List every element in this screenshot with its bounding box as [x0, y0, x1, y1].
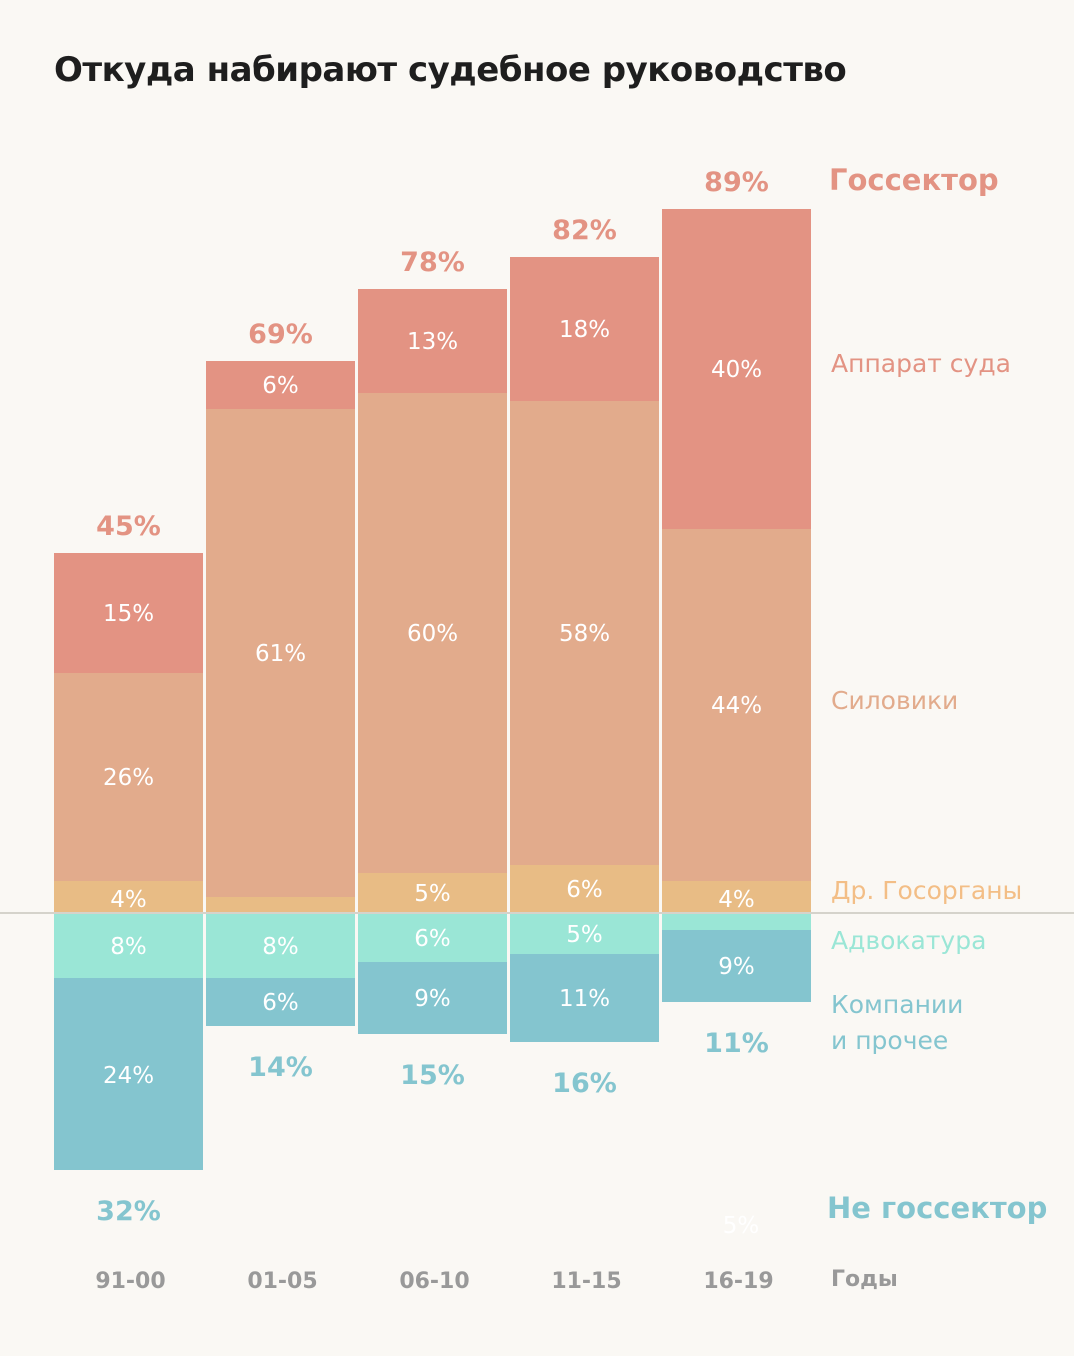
segment-label-siloviki: 58% — [559, 621, 610, 647]
bar-segment-kompanii — [54, 978, 203, 1170]
segment-label-kompanii: 6% — [262, 990, 299, 1016]
bar-segment-advokatura — [510, 914, 659, 954]
legend-gosorgany: Др. Госорганы — [831, 876, 1022, 905]
x-tick-label: 91-00 — [95, 1269, 165, 1294]
legend-gossektor: Госсектор — [829, 163, 999, 197]
chart-title: Откуда набирают судебное руководство — [54, 50, 847, 90]
segment-label-kompanii: 9% — [718, 954, 755, 980]
bar-segment-apparat — [662, 209, 811, 529]
segment-label-advokatura: 8% — [262, 934, 299, 960]
segment-label-apparat: 13% — [407, 329, 458, 355]
legend-advokatura: Адвокатура — [831, 926, 986, 955]
legend-kompanii-line2: и прочее — [831, 1026, 948, 1055]
segment-label-gosorgany: 4% — [718, 887, 755, 913]
segment-label-kompanii: 9% — [414, 986, 451, 1012]
bar-segment-siloviki — [54, 673, 203, 881]
bar-segment-apparat — [358, 289, 507, 393]
total-label-ne-gossektor: 14% — [248, 1052, 313, 1083]
bar-segment-apparat — [54, 553, 203, 673]
bar-segment-siloviki — [206, 409, 355, 897]
segment-label-kompanii: 24% — [103, 1063, 154, 1089]
segment-label-advokatura: 5% — [566, 922, 603, 948]
total-label-ne-gossektor: 32% — [96, 1196, 161, 1227]
segment-label-gosorgany: 4% — [110, 887, 147, 913]
bar-segment-apparat — [206, 361, 355, 409]
stray-label: 5% — [723, 1213, 760, 1239]
bar-segment-siloviki — [662, 529, 811, 881]
x-tick-label: 11-15 — [551, 1269, 621, 1294]
bar-segment-kompanii — [662, 930, 811, 1002]
segment-label-apparat: 15% — [103, 601, 154, 627]
total-label-gossektor: 45% — [96, 511, 161, 542]
total-label-gossektor: 89% — [704, 167, 769, 198]
bar-segment-siloviki — [358, 393, 507, 873]
legend-apparat: Аппарат суда — [831, 349, 1011, 378]
bar-segment-kompanii — [510, 954, 659, 1042]
bar-segment-siloviki — [510, 401, 659, 865]
bar-segment-advokatura — [54, 914, 203, 978]
x-tick-label: 16-19 — [703, 1269, 773, 1294]
bar-segment-gosorgany — [54, 881, 203, 913]
bar-segment-gosorgany — [206, 897, 355, 913]
legend-kompanii-line1: Компании — [831, 990, 963, 1019]
segment-label-kompanii: 11% — [559, 986, 610, 1012]
bar-segment-gosorgany — [662, 881, 811, 913]
segment-label-siloviki: 60% — [407, 621, 458, 647]
bars-group — [54, 209, 811, 1170]
x-tick-label: 01-05 — [247, 1269, 317, 1294]
segment-label-advokatura: 6% — [414, 926, 451, 952]
legend-siloviki: Силовики — [831, 686, 958, 715]
segment-label-apparat: 6% — [262, 373, 299, 399]
x-axis-label: Годы — [831, 1267, 898, 1292]
bar-segment-gosorgany — [510, 865, 659, 913]
bar-segment-advokatura — [662, 914, 811, 930]
bar-segment-kompanii — [358, 962, 507, 1034]
total-label-gossektor: 82% — [552, 215, 617, 246]
total-label-ne-gossektor: 15% — [400, 1060, 465, 1091]
segment-label-siloviki: 44% — [711, 693, 762, 719]
bar-segment-apparat — [510, 257, 659, 401]
bar-segment-kompanii — [206, 978, 355, 1026]
labels-group: 4% 26% 15% 45% 8% 24% 32% 91-00 61% 6% 69% 8% 6% 14% 0… — [95, 167, 773, 1294]
bar-segment-gosorgany — [358, 873, 507, 913]
total-label-ne-gossektor: 16% — [552, 1068, 617, 1099]
segment-label-gosorgany: 6% — [566, 877, 603, 903]
total-label-gossektor: 78% — [400, 247, 465, 278]
segment-label-siloviki: 61% — [255, 641, 306, 667]
legend-ne-gossektor: Не госсектор — [827, 1191, 1047, 1225]
segment-label-siloviki: 26% — [103, 765, 154, 791]
bar-segment-advokatura — [206, 914, 355, 978]
segment-label-advokatura: 8% — [110, 934, 147, 960]
total-label-gossektor: 69% — [248, 319, 313, 350]
total-label-ne-gossektor: 11% — [704, 1028, 769, 1059]
segment-label-apparat: 40% — [711, 357, 762, 383]
segment-label-gosorgany: 5% — [414, 881, 451, 907]
bar-segment-advokatura — [358, 914, 507, 962]
x-tick-label: 06-10 — [399, 1269, 469, 1294]
segment-label-apparat: 18% — [559, 317, 610, 343]
